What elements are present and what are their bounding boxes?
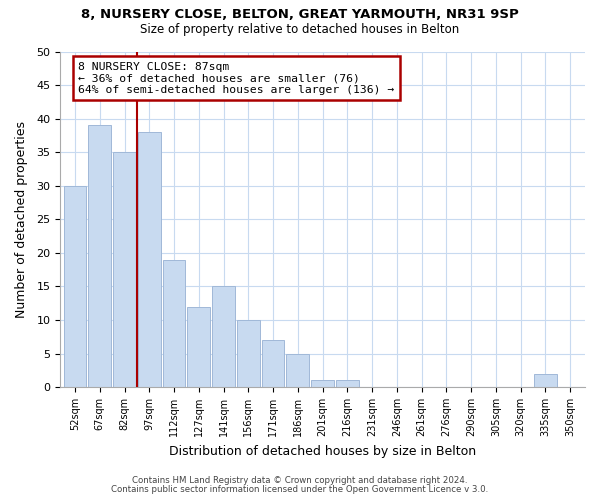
Bar — [187, 306, 210, 387]
Text: Contains public sector information licensed under the Open Government Licence v : Contains public sector information licen… — [112, 485, 488, 494]
Text: 8 NURSERY CLOSE: 87sqm
← 36% of detached houses are smaller (76)
64% of semi-det: 8 NURSERY CLOSE: 87sqm ← 36% of detached… — [78, 62, 395, 95]
Bar — [262, 340, 284, 387]
Bar — [138, 132, 161, 387]
Bar — [113, 152, 136, 387]
Text: Contains HM Land Registry data © Crown copyright and database right 2024.: Contains HM Land Registry data © Crown c… — [132, 476, 468, 485]
Bar — [88, 126, 111, 387]
Bar — [64, 186, 86, 387]
Text: 8, NURSERY CLOSE, BELTON, GREAT YARMOUTH, NR31 9SP: 8, NURSERY CLOSE, BELTON, GREAT YARMOUTH… — [81, 8, 519, 20]
Y-axis label: Number of detached properties: Number of detached properties — [15, 121, 28, 318]
Bar — [286, 354, 309, 387]
Bar — [311, 380, 334, 387]
Bar — [534, 374, 557, 387]
Bar — [163, 260, 185, 387]
Bar — [212, 286, 235, 387]
X-axis label: Distribution of detached houses by size in Belton: Distribution of detached houses by size … — [169, 444, 476, 458]
Bar — [237, 320, 260, 387]
Bar — [336, 380, 359, 387]
Text: Size of property relative to detached houses in Belton: Size of property relative to detached ho… — [140, 22, 460, 36]
